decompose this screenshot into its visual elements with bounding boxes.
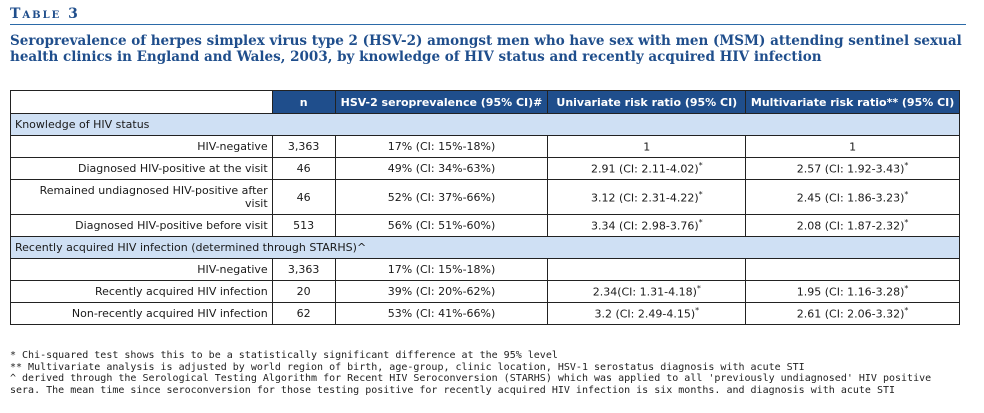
seroprevalence-cell: 53% (CI: 41%-66%) xyxy=(334,302,549,325)
n-cell: 46 xyxy=(271,157,336,180)
footnotes: * Chi-squared test shows this to be a st… xyxy=(10,350,960,396)
seroprevalence-cell: 52% (CI: 37%-66%) xyxy=(334,179,549,215)
row-label: Recently acquired HIV infection xyxy=(10,280,273,303)
section-row: Knowledge of HIV status xyxy=(10,113,960,136)
section-title: Knowledge of HIV status xyxy=(10,113,960,136)
table-header-row: n HSV-2 seroprevalence (95% CI)# Univari… xyxy=(10,90,960,114)
seroprevalence-table: n HSV-2 seroprevalence (95% CI)# Univari… xyxy=(10,90,960,325)
footnote: ** Multivariate analysis is adjusted by … xyxy=(10,361,805,373)
footnote: ^ derived through the Serological Testin… xyxy=(10,373,932,396)
n-cell: 20 xyxy=(271,280,336,303)
row-label: Remained undiagnosed HIV-positive after … xyxy=(10,179,273,215)
seroprevalence-cell: 17% (CI: 15%-18%) xyxy=(334,135,549,158)
seroprevalence-cell: 17% (CI: 15%-18%) xyxy=(334,258,549,281)
row-label: Non-recently acquired HIV infection xyxy=(10,302,273,325)
univariate-cell: 1 xyxy=(547,135,747,158)
multivariate-cell: 2.61 (CI: 2.06-3.32)* xyxy=(745,302,960,325)
univariate-cell xyxy=(547,258,747,281)
univariate-cell: 3.12 (CI: 2.31-4.22)* xyxy=(547,179,747,215)
n-cell: 62 xyxy=(271,302,336,325)
footnote: * Chi-squared test shows this to be a st… xyxy=(10,350,558,361)
univariate-cell: 2.34(CI: 1.31-4.18)* xyxy=(547,280,747,303)
row-label: Diagnosed HIV-positive at the visit xyxy=(10,157,273,180)
multivariate-cell: 1.95 (CI: 1.16-3.28)* xyxy=(745,280,960,303)
row-label: Diagnosed HIV-positive before visit xyxy=(10,214,273,237)
multivariate-cell: 2.57 (CI: 1.92-3.43)* xyxy=(745,157,960,180)
univariate-cell: 3.34 (CI: 2.98-3.76)* xyxy=(547,214,747,237)
table-row: Recently acquired HIV infection 20 39% (… xyxy=(10,280,960,303)
n-cell: 46 xyxy=(271,179,336,215)
univariate-cell: 3.2 (CI: 2.49-4.15)* xyxy=(547,302,747,325)
header-multivariate: Multivariate risk ratio** (95% CI) xyxy=(745,90,960,114)
document: Table 3 Seroprevalence of herpes simplex… xyxy=(10,6,966,396)
univariate-cell: 2.91 (CI: 2.11-4.02)* xyxy=(547,157,747,180)
seroprevalence-cell: 39% (CI: 20%-62%) xyxy=(334,280,549,303)
table-label: Table 3 xyxy=(10,6,966,25)
n-cell: 3,363 xyxy=(271,135,336,158)
seroprevalence-cell: 49% (CI: 34%-63%) xyxy=(334,157,549,180)
multivariate-cell: 2.08 (CI: 1.87-2.32)* xyxy=(745,214,960,237)
row-label: HIV-negative xyxy=(10,135,273,158)
n-cell: 513 xyxy=(271,214,336,237)
seroprevalence-cell: 56% (CI: 51%-60%) xyxy=(334,214,549,237)
header-univariate: Univariate risk ratio (95% CI) xyxy=(547,90,747,114)
multivariate-cell xyxy=(745,258,960,281)
row-label: HIV-negative xyxy=(10,258,273,281)
multivariate-cell: 1 xyxy=(745,135,960,158)
table-row: HIV-negative 3,363 17% (CI: 15%-18%) xyxy=(10,258,960,281)
header-n: n xyxy=(271,90,336,114)
header-seroprevalence: HSV-2 seroprevalence (95% CI)# xyxy=(334,90,549,114)
table-row: Non-recently acquired HIV infection 62 5… xyxy=(10,302,960,325)
table-row: Remained undiagnosed HIV-positive after … xyxy=(10,179,960,215)
table-caption: Seroprevalence of herpes simplex virus t… xyxy=(10,33,962,65)
header-blank xyxy=(10,90,273,114)
section-title: Recently acquired HIV infection (determi… xyxy=(10,236,960,259)
table-row: Diagnosed HIV-positive at the visit 46 4… xyxy=(10,157,960,180)
multivariate-cell: 2.45 (CI: 1.86-3.23)* xyxy=(745,179,960,215)
section-row: Recently acquired HIV infection (determi… xyxy=(10,236,960,259)
table-row: Diagnosed HIV-positive before visit 513 … xyxy=(10,214,960,237)
table-row: HIV-negative 3,363 17% (CI: 15%-18%) 1 1 xyxy=(10,135,960,158)
n-cell: 3,363 xyxy=(271,258,336,281)
